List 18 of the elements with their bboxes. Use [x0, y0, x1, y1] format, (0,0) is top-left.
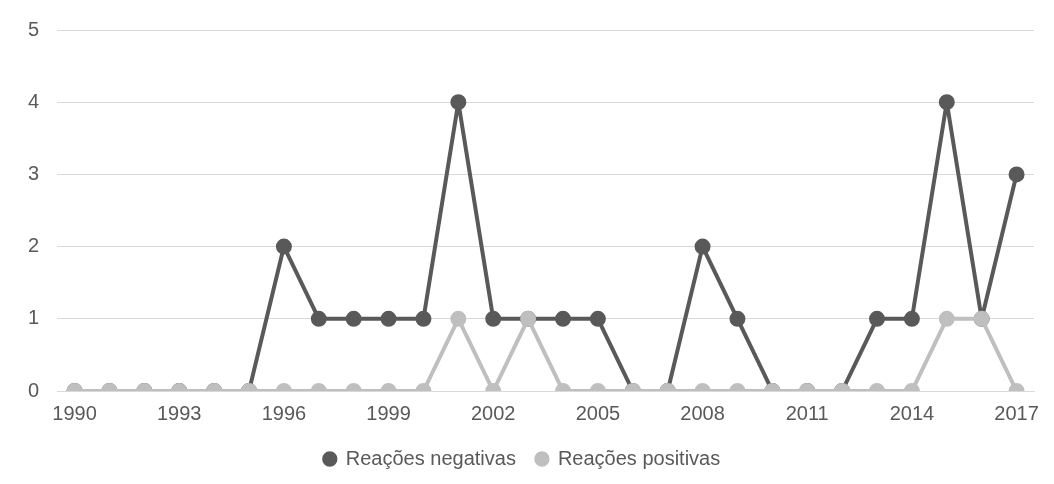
x-tick-label: 2005: [575, 401, 621, 424]
legend-label: Reações negativas: [345, 446, 516, 469]
y-tick-label: 4: [28, 89, 40, 112]
x-tick-label: 2014: [889, 401, 935, 424]
legend-label: Reações positivas: [557, 446, 721, 469]
x-tick-label: 2017: [994, 401, 1039, 424]
x-tick-label: 1996: [261, 401, 307, 424]
y-tick-label: 5: [28, 17, 40, 40]
x-tick-label: 2011: [785, 401, 829, 424]
y-tick-label: 2: [28, 234, 40, 257]
x-tick-label: 1993: [156, 401, 202, 424]
x-tick-label: 2002: [470, 401, 516, 424]
y-tick-label: 1: [28, 306, 40, 329]
x-tick-label: 1990: [52, 401, 97, 424]
x-tick-label: 2008: [680, 401, 725, 424]
y-tick-label: 0: [28, 378, 40, 401]
x-tick-label: 1999: [366, 401, 411, 424]
y-tick-label: 3: [28, 161, 40, 184]
